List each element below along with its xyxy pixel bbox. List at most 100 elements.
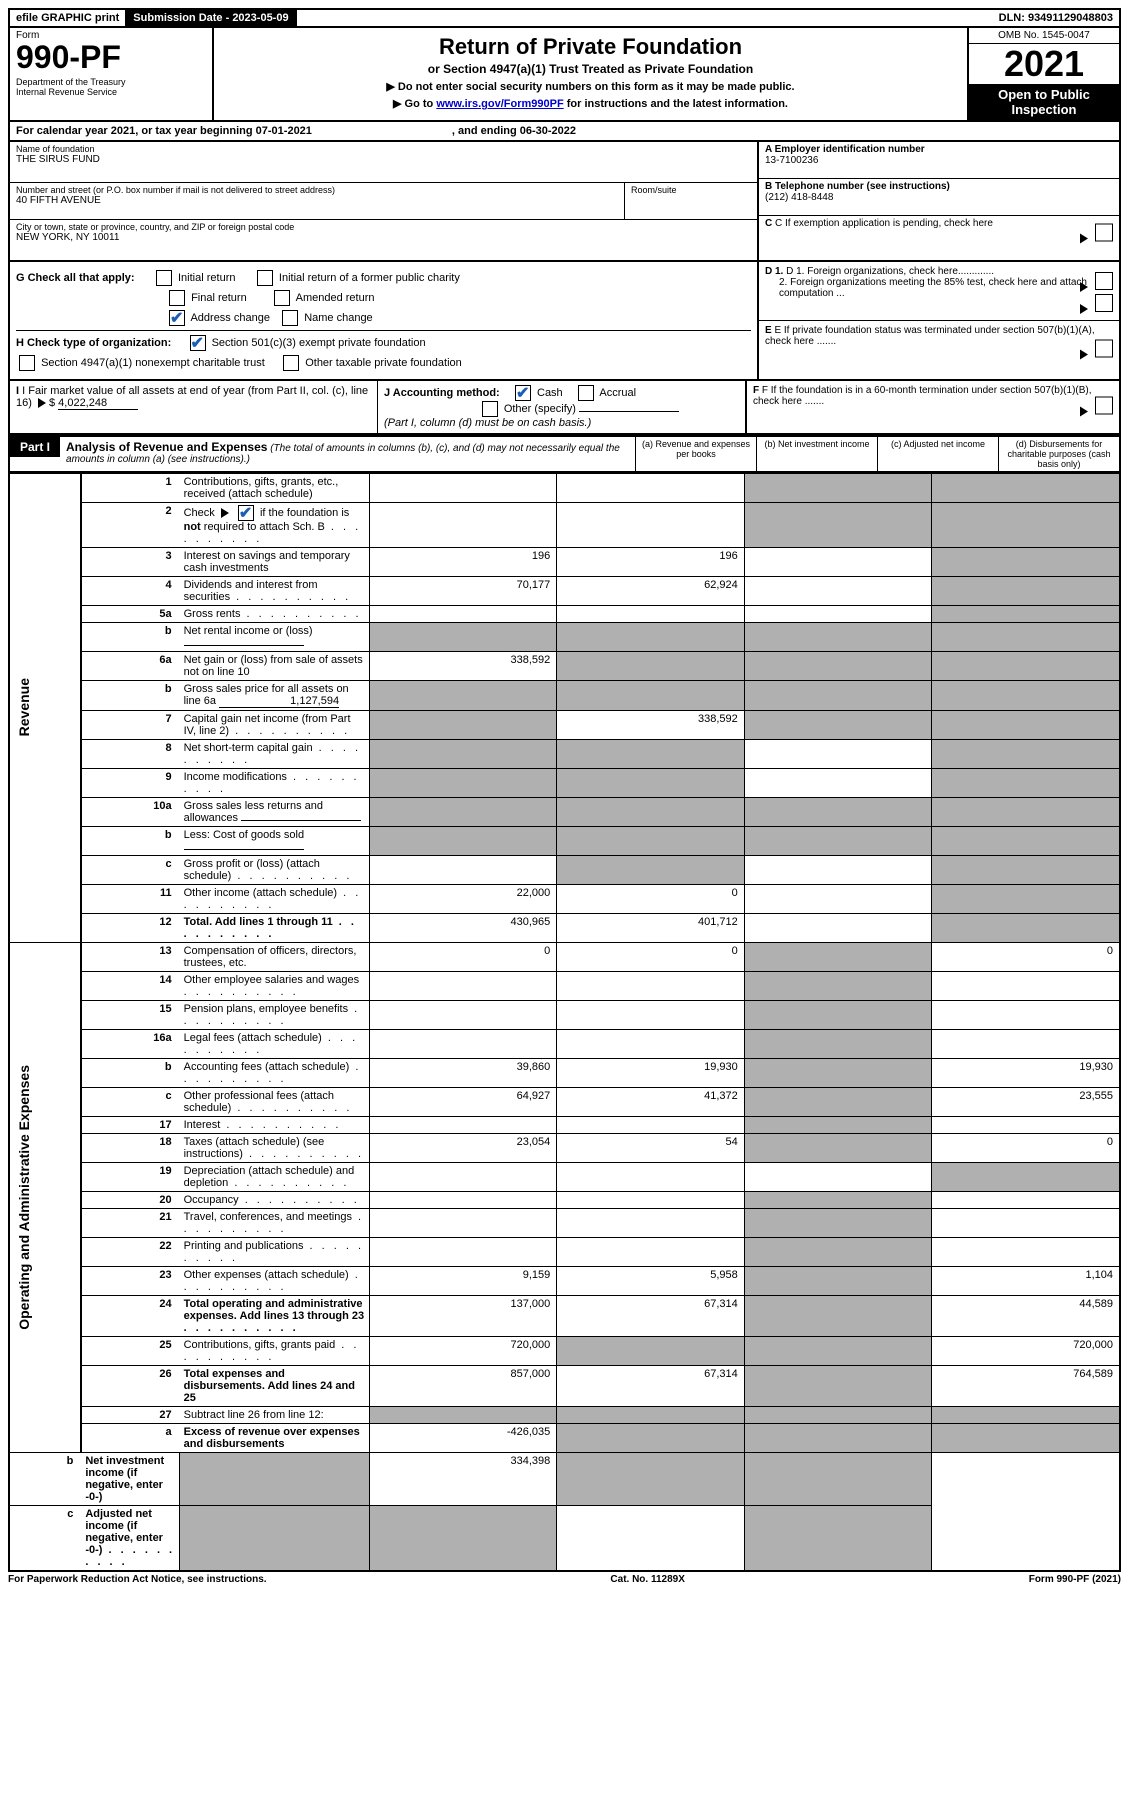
arrow-icon [1080,406,1088,416]
f-block: F F If the foundation is in a 60-month t… [747,381,1119,433]
checkbox-amended[interactable] [274,290,290,306]
part1-row: 4Dividends and interest from securities7… [9,576,1120,605]
irs-link[interactable]: www.irs.gov/Form990PF [436,98,563,110]
part1-row: bNet rental income or (loss) [9,622,1120,651]
part1-row: 24Total operating and administrative exp… [9,1295,1120,1336]
part1-row: 11Other income (attach schedule)22,0000 [9,884,1120,913]
checkbox-4947[interactable] [19,355,35,371]
col-a-head: (a) Revenue and expenses per books [635,437,756,471]
col-b-head: (b) Net investment income [756,437,877,471]
part1-row: Revenue1Contributions, gifts, grants, et… [9,473,1120,502]
ein-block: A Employer identification number 13-7100… [759,142,1119,179]
checkbox-initial-former[interactable] [257,270,273,286]
part1-row: 23Other expenses (attach schedule)9,1595… [9,1266,1120,1295]
top-bar: efile GRAPHIC print Submission Date - 20… [8,8,1121,28]
part1-row: cGross profit or (loss) (attach schedule… [9,855,1120,884]
part1-row: 5aGross rents [9,605,1120,622]
i-block: I I Fair market value of all assets at e… [10,381,378,433]
footer: For Paperwork Reduction Act Notice, see … [8,1574,1121,1585]
check-block: G Check all that apply: Initial return I… [8,262,1121,381]
arrow-icon [1080,304,1088,314]
part1-label: Part I [10,437,60,457]
arrow-icon [1080,233,1088,243]
check-right: D 1. D 1. Foreign organizations, check h… [757,262,1119,379]
e-block: E E If private foundation status was ter… [759,321,1119,379]
part1-row: 20Occupancy [9,1191,1120,1208]
checkbox-accrual[interactable] [578,385,594,401]
d-block: D 1. D 1. Foreign organizations, check h… [759,262,1119,321]
part1-row: 12Total. Add lines 1 through 11430,96540… [9,913,1120,942]
part1-row: 27Subtract line 26 from line 12: [9,1406,1120,1423]
hij-row: I I Fair market value of all assets at e… [8,381,1121,435]
part1-row: 7Capital gain net income (from Part IV, … [9,710,1120,739]
part1-desc: Analysis of Revenue and Expenses (The to… [60,437,635,471]
checkbox-sch-b[interactable] [238,505,254,521]
part1-row: aExcess of revenue over expenses and dis… [9,1423,1120,1452]
dept-label: Department of the Treasury Internal Reve… [16,77,206,97]
foundation-name: Name of foundation THE SIRUS FUND [10,142,757,183]
part1-row: 22Printing and publications [9,1237,1120,1266]
part1-header: Part I Analysis of Revenue and Expenses … [8,435,1121,473]
header-left: Form 990-PF Department of the Treasury I… [10,28,214,120]
dln: DLN: 93491129048803 [993,10,1119,26]
form-title: Return of Private Foundation [218,34,963,60]
exemption-pending: C C If exemption application is pending,… [759,216,1119,252]
part1-row: bNet investment income (if negative, ent… [9,1452,1120,1505]
part1-row: cOther professional fees (attach schedul… [9,1087,1120,1116]
part1-row: bLess: Cost of goods sold [9,826,1120,855]
part1-row: 21Travel, conferences, and meetings [9,1208,1120,1237]
tax-year: 2021 [969,44,1119,84]
expenses-side-label: Operating and Administrative Expenses [14,1057,34,1338]
part1-row: 25Contributions, gifts, grants paid720,0… [9,1336,1120,1365]
part1-row: 9Income modifications [9,768,1120,797]
checkbox-cash[interactable] [515,385,531,401]
checkbox-e[interactable] [1095,339,1113,357]
part1-row: bGross sales price for all assets on lin… [9,680,1120,710]
part1-row: 16aLegal fees (attach schedule) [9,1029,1120,1058]
calendar-year-row: For calendar year 2021, or tax year begi… [8,122,1121,142]
part1-row: Operating and Administrative Expenses13C… [9,942,1120,971]
part1-row: 6aNet gain or (loss) from sale of assets… [9,651,1120,680]
checkbox-f[interactable] [1095,396,1113,414]
instr-1: ▶ Do not enter social security numbers o… [218,80,963,93]
checkbox-c[interactable] [1095,223,1113,241]
arrow-icon [38,398,46,408]
header-right: OMB No. 1545-0047 2021 Open to Public In… [967,28,1119,120]
paperwork-notice: For Paperwork Reduction Act Notice, see … [8,1574,267,1585]
part1-row: bAccounting fees (attach schedule)39,860… [9,1058,1120,1087]
checkbox-name[interactable] [282,310,298,326]
room-suite: Room/suite [624,183,757,219]
part1-row: 26Total expenses and disbursements. Add … [9,1365,1120,1406]
form-header: Form 990-PF Department of the Treasury I… [8,28,1121,122]
part1-row: 8Net short-term capital gain [9,739,1120,768]
checkbox-other-method[interactable] [482,401,498,417]
part1-row: 2Check if the foundation is not required… [9,502,1120,547]
form-number: 990-PF [16,41,206,73]
part1-row: 3Interest on savings and temporary cash … [9,547,1120,576]
checkbox-address[interactable] [169,310,185,326]
address-row: Number and street (or P.O. box number if… [10,183,757,220]
part1-row: 14Other employee salaries and wages [9,971,1120,1000]
omb-number: OMB No. 1545-0047 [969,28,1119,44]
checkbox-final[interactable] [169,290,185,306]
part1-row: 18Taxes (attach schedule) (see instructi… [9,1133,1120,1162]
part1-row: cAdjusted net income (if negative, enter… [9,1505,1120,1571]
part1-row: 19Depreciation (attach schedule) and dep… [9,1162,1120,1191]
part1-row: 17Interest [9,1116,1120,1133]
open-inspection: Open to Public Inspection [969,84,1119,120]
col-d-head: (d) Disbursements for charitable purpose… [998,437,1119,471]
checkbox-other-tax[interactable] [283,355,299,371]
checkbox-initial[interactable] [156,270,172,286]
part1-row: 15Pension plans, employee benefits [9,1000,1120,1029]
g-row: G Check all that apply: Initial return I… [16,270,751,286]
phone-block: B Telephone number (see instructions) (2… [759,179,1119,216]
arrow-icon [1080,349,1088,359]
cat-no: Cat. No. 11289X [610,1574,684,1585]
checkbox-d1[interactable] [1095,272,1113,290]
submission-date: Submission Date - 2023-05-09 [127,10,296,26]
id-right: A Employer identification number 13-7100… [757,142,1119,260]
checkbox-501c3[interactable] [190,335,206,351]
checkbox-d2[interactable] [1095,294,1113,312]
id-left: Name of foundation THE SIRUS FUND Number… [10,142,757,260]
h-row: H Check type of organization: Section 50… [16,330,751,351]
